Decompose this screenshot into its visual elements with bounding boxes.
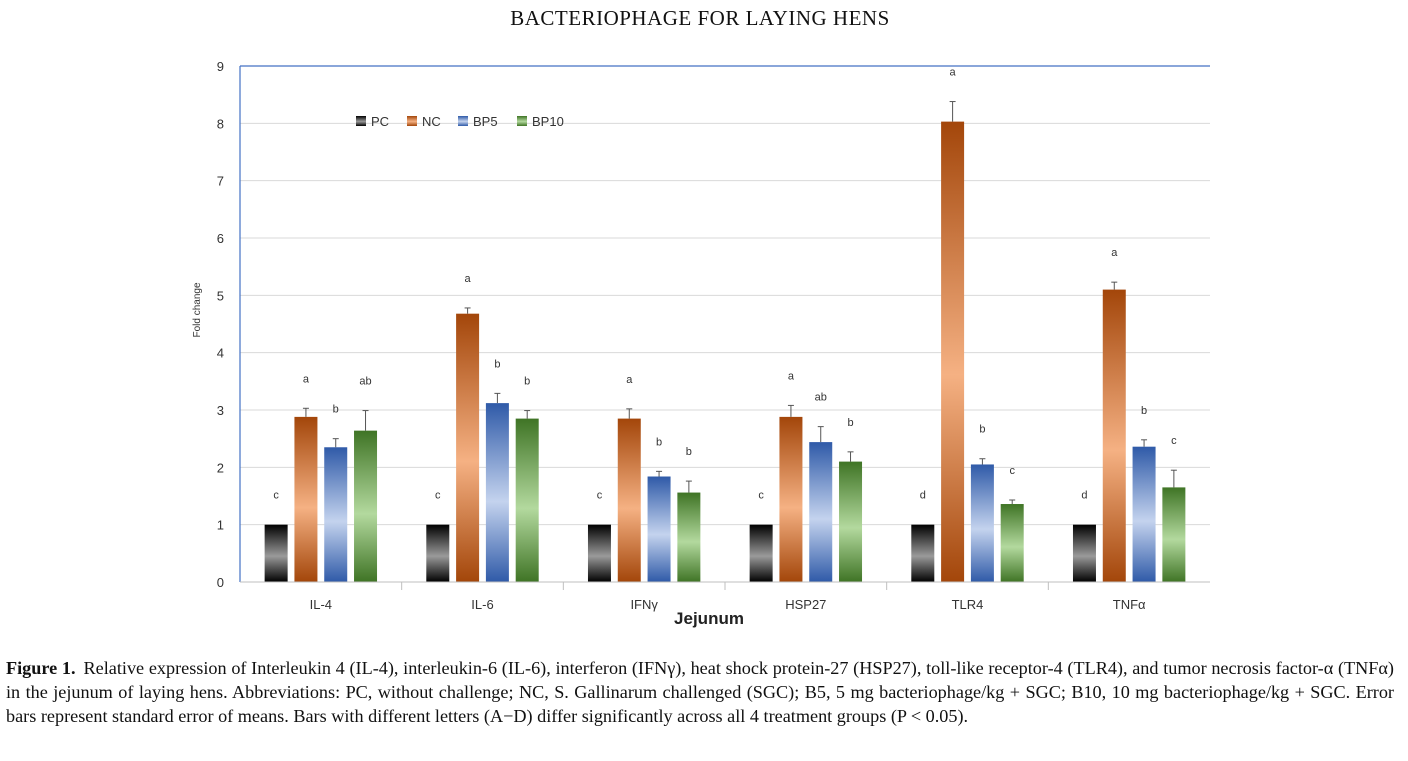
significance-letter: b: [847, 417, 853, 429]
legend-label-nc: NC: [422, 114, 441, 129]
significance-letter: a: [626, 374, 633, 386]
x-category-label: IL-6: [471, 597, 493, 612]
y-tick-label: 2: [217, 460, 224, 475]
legend-label-pc: PC: [371, 114, 389, 129]
significance-letter: d: [920, 490, 926, 502]
significance-letter: b: [333, 404, 339, 416]
bar-nc: [617, 418, 641, 582]
legend-swatch-pc: [356, 116, 366, 126]
y-tick-label: 7: [217, 174, 224, 189]
x-category-label: TNFα: [1113, 597, 1146, 612]
y-axis-label: Fold change: [192, 282, 203, 337]
significance-letter: d: [1081, 490, 1087, 502]
legend: PC NC BP5 BP10: [356, 114, 564, 129]
y-tick-label: 9: [217, 59, 224, 74]
y-tick-label: 1: [217, 518, 224, 533]
significance-letter: b: [656, 436, 662, 448]
bars: [264, 121, 1186, 582]
significance-letter: c: [758, 490, 764, 502]
caption-label: Figure 1.: [6, 658, 76, 678]
significance-letter: b: [686, 446, 692, 458]
y-tick-label: 5: [217, 288, 224, 303]
bar-bp5: [970, 464, 994, 582]
significance-letter: c: [1171, 435, 1177, 447]
bar-bp10: [1000, 504, 1024, 582]
bar-bp10: [515, 418, 539, 582]
bar-pc: [264, 524, 288, 582]
gridlines: [240, 122, 1210, 526]
legend-swatch-bp5: [458, 116, 468, 126]
significance-letter: c: [273, 490, 279, 502]
running-head: BACTERIOPHAGE FOR LAYING HENS: [510, 6, 890, 30]
significance-letter: a: [303, 373, 310, 385]
caption-text: Relative expression of Interleukin 4 (IL…: [6, 658, 1394, 726]
x-axis-label: Jejunum: [674, 609, 744, 628]
x-category-label: IL-4: [310, 597, 332, 612]
significance-letter: c: [597, 490, 603, 502]
bar-bp10: [677, 492, 701, 582]
bar-pc: [911, 524, 935, 582]
significance-letter: b: [979, 424, 985, 436]
significance-letter: b: [1141, 405, 1147, 417]
significance-letter: b: [494, 358, 500, 370]
y-tick-label: 3: [217, 403, 224, 418]
bar-nc: [294, 416, 318, 582]
significance-letter: c: [435, 490, 441, 502]
x-category-label: TLR4: [952, 597, 984, 612]
y-tick-label: 0: [217, 575, 224, 590]
bar-bp5: [324, 447, 348, 582]
x-category-label: IFNγ: [630, 597, 658, 612]
significance-letter: a: [465, 273, 472, 285]
bar-nc: [779, 416, 803, 582]
bar-pc: [587, 524, 611, 582]
bar-bp5: [647, 476, 671, 582]
legend-swatch-bp10: [517, 116, 527, 126]
legend-label-bp5: BP5: [473, 114, 498, 129]
figure-caption: Figure 1. Relative expression of Interleu…: [6, 656, 1394, 728]
x-category-label: HSP27: [785, 597, 826, 612]
y-axis-ticks: 0 1 2 3 4 5 6 7 8 9: [217, 59, 224, 590]
bar-pc: [1072, 524, 1096, 582]
bar-bp5: [1132, 446, 1156, 582]
bar-pc: [426, 524, 450, 582]
y-tick-label: 6: [217, 231, 224, 246]
bar-pc: [749, 524, 773, 582]
y-tick-label: 8: [217, 116, 224, 131]
bar-nc: [941, 121, 965, 582]
bar-bp10: [1162, 487, 1186, 582]
significance-letter: a: [1111, 247, 1118, 259]
bar-bp10: [354, 430, 378, 582]
significance-letter: ab: [815, 392, 827, 404]
x-axis-categories: IL-4 IL-6 IFNγ HSP27 TLR4 TNFα: [310, 582, 1146, 612]
bar-bp5: [485, 403, 509, 582]
legend-label-bp10: BP10: [532, 114, 564, 129]
bar-nc: [1102, 289, 1126, 582]
significance-letter: c: [1009, 465, 1015, 477]
significance-letter: ab: [359, 376, 371, 388]
significance-letter: a: [788, 370, 795, 382]
bar-bp5: [809, 442, 833, 582]
significance-letter: a: [950, 67, 957, 79]
error-bars: [302, 101, 1177, 505]
bar-bp10: [839, 461, 863, 582]
y-tick-label: 4: [217, 346, 224, 361]
legend-swatch-nc: [407, 116, 417, 126]
significance-letter: b: [524, 376, 530, 388]
bar-nc: [456, 313, 480, 582]
